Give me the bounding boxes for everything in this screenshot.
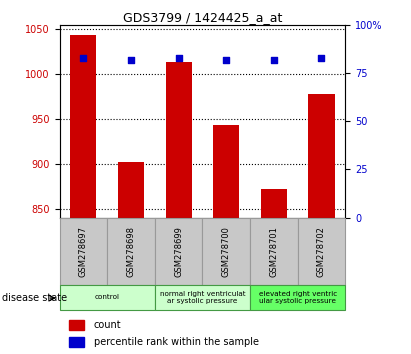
Point: [318, 55, 325, 61]
Text: count: count: [94, 320, 121, 330]
Text: normal right ventriculat
ar systolic pressure: normal right ventriculat ar systolic pre…: [159, 291, 245, 304]
Bar: [213, 125, 239, 218]
Text: GSM278701: GSM278701: [269, 226, 278, 277]
Bar: [69, 320, 84, 330]
Text: GSM278698: GSM278698: [127, 226, 136, 277]
Bar: [298, 218, 345, 285]
Bar: [60, 218, 107, 285]
Bar: [202, 218, 250, 285]
Text: GSM278700: GSM278700: [222, 226, 231, 277]
Text: control: control: [95, 295, 120, 300]
Bar: [250, 285, 345, 310]
Text: elevated right ventric
ular systolic pressure: elevated right ventric ular systolic pre…: [259, 291, 337, 304]
Text: GSM278699: GSM278699: [174, 226, 183, 277]
Bar: [166, 62, 192, 218]
Point: [270, 57, 277, 62]
Bar: [69, 337, 84, 347]
Text: GSM278702: GSM278702: [317, 226, 326, 277]
Title: GDS3799 / 1424425_a_at: GDS3799 / 1424425_a_at: [123, 11, 282, 24]
Bar: [118, 162, 144, 218]
Bar: [308, 94, 335, 218]
Point: [128, 57, 134, 62]
Point: [175, 55, 182, 61]
Bar: [155, 285, 250, 310]
Bar: [107, 218, 155, 285]
Text: GSM278697: GSM278697: [79, 226, 88, 277]
Bar: [60, 285, 155, 310]
Text: disease state: disease state: [2, 293, 67, 303]
Point: [223, 57, 229, 62]
Bar: [155, 218, 202, 285]
Bar: [70, 35, 97, 218]
Bar: [250, 218, 298, 285]
Bar: [261, 189, 287, 218]
Text: percentile rank within the sample: percentile rank within the sample: [94, 337, 259, 347]
Point: [80, 55, 87, 61]
